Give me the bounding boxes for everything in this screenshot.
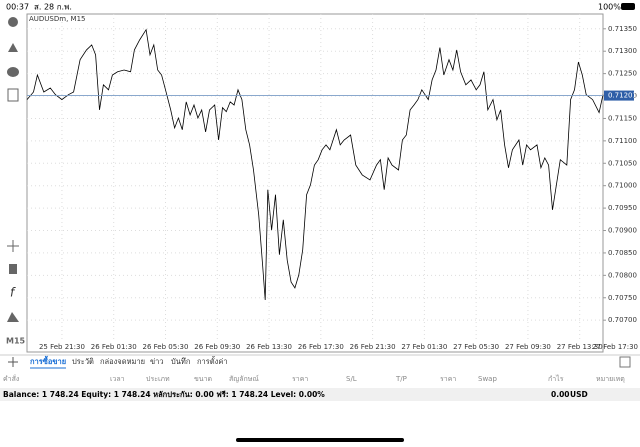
trade-icon[interactable] bbox=[8, 43, 18, 52]
column-header: กำไร bbox=[548, 374, 564, 383]
column-header: ขนาด bbox=[194, 375, 212, 383]
currency: USD bbox=[570, 390, 588, 399]
x-tick-label: 26 Feb 17:30 bbox=[298, 343, 344, 351]
timeframe-button[interactable]: M15 bbox=[6, 337, 26, 346]
y-tick-label: 0.70950 bbox=[608, 204, 637, 212]
column-header: หมายเหตุ bbox=[596, 375, 625, 383]
column-header: คำสั่ง bbox=[3, 374, 19, 383]
column-header: สัญลักษณ์ bbox=[229, 375, 259, 383]
price-line bbox=[26, 28, 604, 301]
objects-icon[interactable] bbox=[7, 312, 19, 322]
x-tick-label: 26 Feb 05:30 bbox=[143, 343, 189, 351]
column-header: เวลา bbox=[110, 375, 125, 383]
x-tick-label: 26 Feb 09:30 bbox=[194, 343, 240, 351]
tab[interactable]: การซื้อขาย bbox=[30, 355, 66, 366]
add-button[interactable] bbox=[8, 357, 18, 367]
y-tick-label: 0.71300 bbox=[608, 47, 637, 55]
home-indicator bbox=[236, 438, 404, 442]
account-icon[interactable] bbox=[8, 17, 18, 27]
chart-frame bbox=[26, 13, 604, 353]
y-tick-label: 0.70800 bbox=[608, 271, 637, 279]
indicator-icon[interactable] bbox=[9, 264, 17, 274]
status-time: 00:37 bbox=[6, 3, 29, 12]
x-tick-label: 26 Feb 21:30 bbox=[350, 343, 396, 351]
column-header: S/L bbox=[346, 375, 357, 383]
y-tick-label: 0.71150 bbox=[608, 114, 637, 122]
column-header: Swap bbox=[478, 375, 497, 383]
column-header: ประเภท bbox=[146, 375, 170, 383]
y-tick-label: 0.71350 bbox=[608, 25, 637, 33]
y-tick-label: 0.70900 bbox=[608, 227, 637, 235]
column-header: ราคา bbox=[292, 375, 308, 383]
status-date: ส. 28 ก.พ. bbox=[34, 3, 72, 12]
tab[interactable]: ประวัติ bbox=[72, 357, 94, 366]
x-tick-label: 25 Feb 21:30 bbox=[39, 343, 85, 351]
x-tick-label: 27 Feb 13:30 bbox=[557, 343, 603, 351]
crosshair-icon[interactable] bbox=[7, 240, 19, 252]
current-price-box bbox=[604, 90, 634, 101]
balance-summary: Balance: 1 748.24 Equity: 1 748.24 หลักป… bbox=[3, 390, 325, 399]
x-tick-label: 27 Feb 17:30 bbox=[592, 343, 638, 351]
x-tick-label: 26 Feb 01:30 bbox=[91, 343, 137, 351]
y-tick-label: 0.71000 bbox=[608, 182, 637, 190]
y-tick-label: 0.71050 bbox=[608, 159, 637, 167]
tab[interactable]: ข่าว bbox=[150, 357, 164, 366]
chart-title: AUDUSDm, M15 bbox=[29, 15, 85, 23]
x-tick-label: 27 Feb 01:30 bbox=[401, 343, 447, 351]
column-header: T/P bbox=[395, 375, 407, 383]
chat-icon[interactable] bbox=[7, 67, 19, 77]
profit: 0.00 bbox=[551, 390, 570, 399]
tab[interactable]: การตั้งค่า bbox=[197, 356, 228, 366]
tab[interactable]: บันทึก bbox=[171, 357, 190, 366]
tab[interactable]: กล่องจดหมาย bbox=[100, 357, 145, 366]
x-tick-label: 26 Feb 13:30 bbox=[246, 343, 292, 351]
current-price-label: 0.71201 bbox=[608, 92, 637, 100]
function-icon[interactable]: f bbox=[10, 286, 16, 300]
x-tick-label: 27 Feb 09:30 bbox=[505, 343, 551, 351]
balance-row bbox=[0, 388, 640, 401]
y-tick-label: 0.71100 bbox=[608, 137, 637, 145]
y-tick-label: 0.70850 bbox=[608, 249, 637, 257]
y-tick-label: 0.71250 bbox=[608, 70, 637, 78]
y-tick-label: 0.70750 bbox=[608, 294, 637, 302]
column-header: ราคา bbox=[440, 375, 456, 383]
x-tick-label: 27 Feb 05:30 bbox=[453, 343, 499, 351]
layout-button[interactable] bbox=[619, 356, 631, 368]
y-tick-label: 0.70700 bbox=[608, 316, 637, 324]
new-chart-icon[interactable] bbox=[7, 88, 19, 102]
battery-text: 100% bbox=[598, 3, 621, 12]
battery-icon bbox=[621, 3, 635, 10]
